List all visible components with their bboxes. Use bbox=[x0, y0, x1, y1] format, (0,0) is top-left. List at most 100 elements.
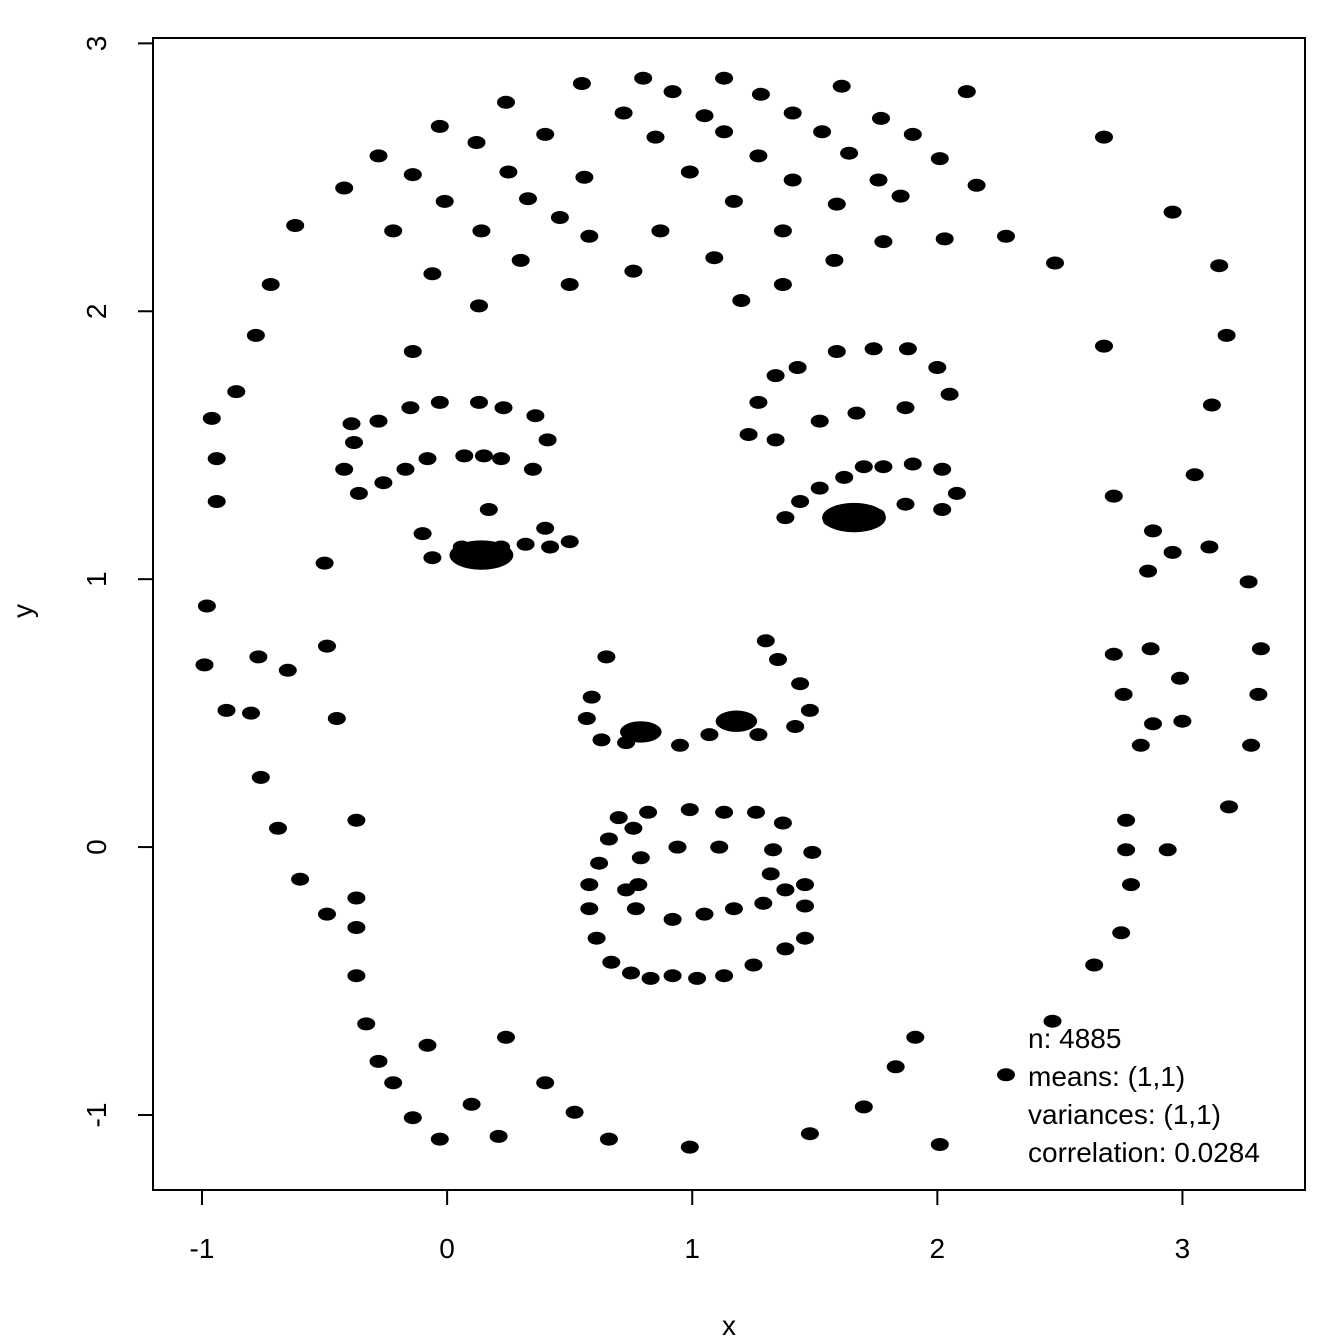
data-point bbox=[1249, 687, 1268, 701]
data-point bbox=[614, 106, 633, 120]
data-point bbox=[928, 361, 947, 374]
data-point bbox=[891, 189, 910, 203]
data-point bbox=[327, 712, 346, 725]
data-point bbox=[688, 971, 707, 985]
y-tick-label: 1 bbox=[81, 571, 112, 587]
data-point bbox=[835, 470, 854, 484]
data-point bbox=[403, 345, 422, 358]
data-point bbox=[766, 433, 785, 447]
data-point bbox=[641, 971, 660, 985]
data-point bbox=[251, 770, 270, 784]
data-point bbox=[957, 85, 976, 99]
data-point bbox=[599, 832, 618, 846]
data-point bbox=[715, 125, 734, 139]
data-point bbox=[791, 495, 810, 508]
points-layer bbox=[195, 71, 1270, 1154]
data-point bbox=[587, 931, 606, 945]
data-point bbox=[202, 411, 221, 425]
data-point bbox=[732, 294, 751, 307]
data-point bbox=[489, 1129, 508, 1143]
data-point bbox=[403, 1111, 422, 1125]
data-point bbox=[749, 395, 768, 409]
data-point bbox=[1122, 878, 1140, 892]
x-tick-label: 3 bbox=[1175, 1233, 1191, 1264]
dense-point-cluster bbox=[449, 540, 514, 570]
data-point bbox=[1141, 642, 1160, 656]
data-point bbox=[1163, 545, 1182, 559]
data-point bbox=[749, 149, 768, 163]
data-point bbox=[1112, 926, 1131, 940]
data-point bbox=[776, 942, 795, 956]
data-point bbox=[668, 840, 687, 854]
data-point bbox=[827, 197, 846, 211]
data-point bbox=[646, 130, 665, 144]
data-point bbox=[788, 361, 807, 374]
data-point bbox=[933, 462, 952, 476]
data-point bbox=[749, 728, 768, 742]
data-point bbox=[671, 738, 689, 752]
data-point bbox=[800, 703, 819, 717]
data-point bbox=[864, 342, 883, 356]
data-point bbox=[207, 452, 226, 466]
data-point bbox=[577, 712, 596, 725]
data-point bbox=[617, 883, 636, 897]
data-point bbox=[935, 232, 954, 246]
annotation-correlation: correlation: 0.0284 bbox=[1028, 1137, 1260, 1168]
x-tick-label: 0 bbox=[439, 1233, 455, 1264]
data-point bbox=[242, 706, 260, 720]
data-point bbox=[1046, 256, 1064, 270]
data-point bbox=[773, 224, 792, 238]
data-point bbox=[335, 462, 354, 476]
data-point bbox=[536, 1076, 555, 1090]
data-point bbox=[624, 264, 643, 278]
data-point bbox=[1163, 205, 1182, 219]
data-point bbox=[347, 969, 366, 983]
data-point bbox=[997, 229, 1015, 243]
data-point bbox=[705, 251, 724, 265]
data-point bbox=[374, 476, 393, 490]
data-point bbox=[1239, 575, 1258, 589]
annotation-n: n: 4885 bbox=[1028, 1023, 1121, 1054]
data-point bbox=[342, 417, 361, 431]
data-point bbox=[1095, 130, 1113, 144]
data-point bbox=[1220, 800, 1238, 814]
data-point bbox=[967, 178, 986, 192]
data-point bbox=[827, 345, 846, 358]
plot-frame bbox=[152, 37, 1306, 1191]
data-point bbox=[634, 71, 653, 85]
data-point bbox=[896, 497, 915, 511]
data-point bbox=[269, 821, 287, 835]
data-point bbox=[1202, 398, 1221, 412]
data-point bbox=[511, 253, 530, 267]
data-point bbox=[335, 181, 354, 195]
data-point bbox=[724, 902, 743, 916]
data-point bbox=[1171, 671, 1189, 685]
data-point bbox=[751, 87, 770, 101]
data-point bbox=[715, 71, 734, 85]
annotation-variances: variances: (1,1) bbox=[1028, 1099, 1221, 1130]
data-point bbox=[497, 1030, 515, 1044]
data-point bbox=[803, 845, 822, 859]
data-point bbox=[560, 278, 579, 291]
data-point bbox=[494, 401, 513, 415]
data-point bbox=[536, 127, 555, 141]
data-point bbox=[1200, 540, 1219, 554]
data-point bbox=[872, 111, 890, 125]
data-point bbox=[1173, 714, 1192, 728]
y-tick-label: -1 bbox=[81, 1103, 112, 1128]
data-point bbox=[462, 1097, 481, 1111]
data-point bbox=[369, 414, 388, 428]
data-point bbox=[550, 211, 569, 224]
data-point bbox=[1117, 813, 1136, 827]
data-point bbox=[609, 811, 628, 825]
data-point bbox=[754, 896, 773, 910]
data-point bbox=[1242, 738, 1261, 752]
data-point bbox=[1104, 489, 1123, 503]
x-tick-label: 1 bbox=[684, 1233, 700, 1264]
data-point bbox=[663, 85, 682, 99]
data-point bbox=[933, 503, 952, 516]
stats-annotation: n: 4885 means: (1,1) variances: (1,1) co… bbox=[1028, 1023, 1260, 1168]
data-point bbox=[796, 878, 814, 892]
data-point bbox=[810, 481, 829, 495]
